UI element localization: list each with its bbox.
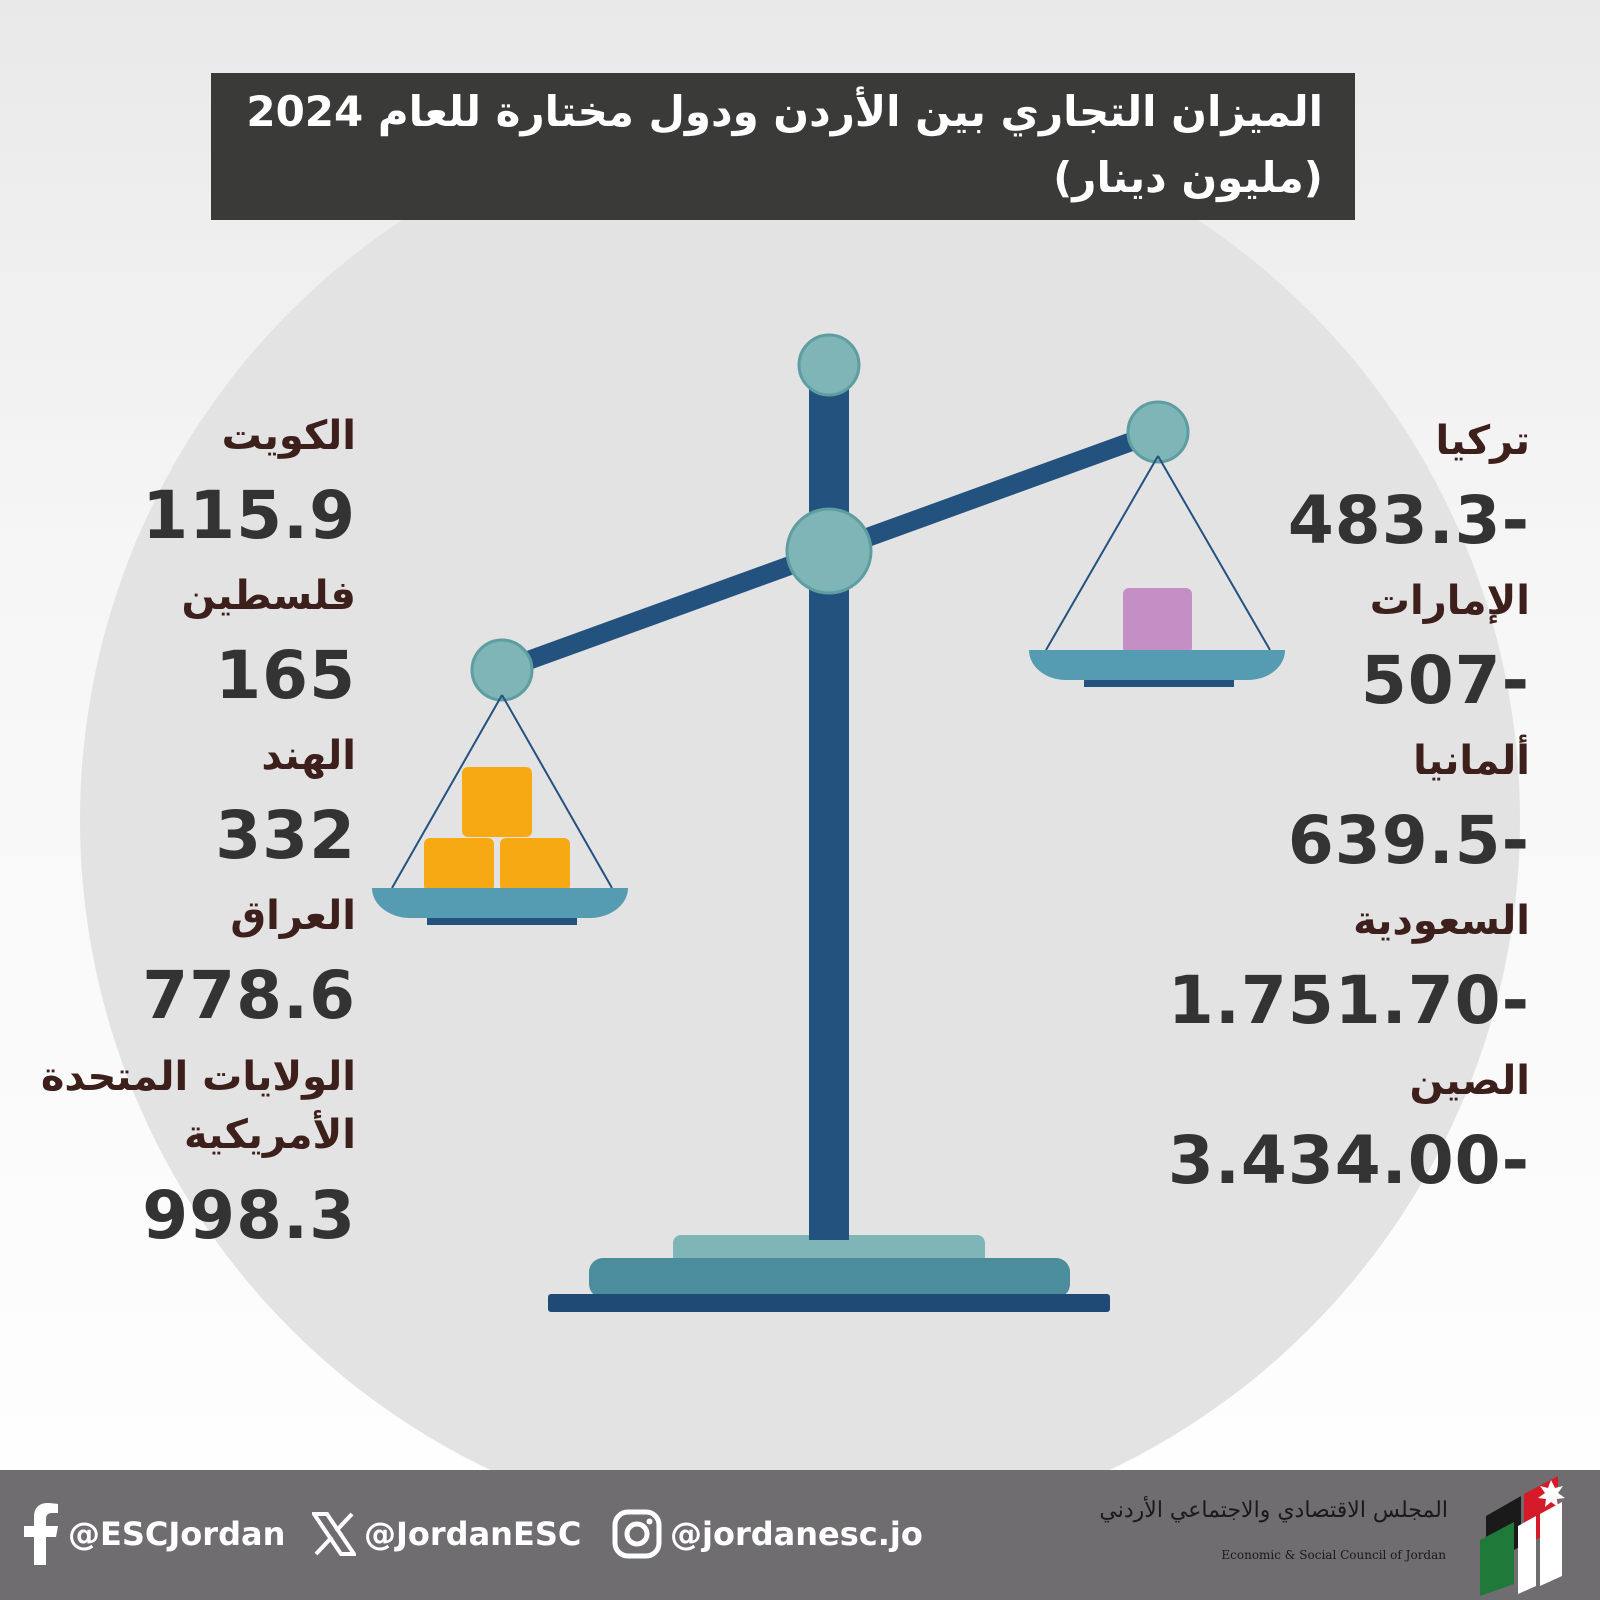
left-pan-base [427,918,577,925]
facebook-icon [24,1503,58,1565]
surplus-countries-column: الكويت 115.9 فلسطين 165 الهند 332 العراق… [0,408,356,1268]
logo-arabic-text: المجلس الاقتصادي والاجتماعي الأردني [1099,1498,1448,1523]
value-saudi: 1.751.70- [1167,962,1530,1039]
instagram-link[interactable]: @jordanesc.jo [612,1502,923,1566]
logo-english-text: Economic & Social Council of Jordan [1221,1548,1446,1562]
country-germany: ألمانيا [1413,738,1530,784]
chart-subtitle: (مليون دينار) [1053,153,1323,202]
left-pan-string [391,694,503,889]
scale-right-knob [1126,400,1190,464]
country-uae: الإمارات [1369,578,1530,624]
scale-base-bottom [548,1294,1110,1312]
value-iraq: 778.6 [142,957,356,1034]
left-pan [372,888,628,918]
country-palestine: فلسطين [181,573,356,619]
value-usa: 998.3 [142,1177,356,1254]
x-handle: @JordanESC [364,1515,582,1553]
title-banner: الميزان التجاري بين الأردن ودول مختارة ل… [211,73,1355,220]
gold-block [424,838,494,892]
scale-pole [809,370,849,1240]
country-china: الصين [1409,1058,1530,1104]
scale-left-knob [470,638,534,702]
right-pan [1029,650,1285,680]
scale-top-knob [797,333,861,397]
instagram-handle: @jordanesc.jo [670,1515,923,1553]
right-pan-base [1084,680,1234,687]
footer-bar [0,1470,1600,1600]
value-palestine: 165 [215,637,356,714]
esc-logo: المجلس الاقتصادي والاجتماعي الأردني Econ… [1099,1476,1576,1596]
gold-block [500,838,570,892]
right-pan-string [1045,455,1159,651]
country-india: الهند [261,733,356,779]
x-icon [312,1512,356,1556]
gold-block [462,767,532,837]
value-china: 3.434.00- [1167,1122,1530,1199]
value-turkey: 483.3- [1287,482,1530,559]
instagram-icon [612,1509,662,1559]
chart-title: الميزان التجاري بين الأردن ودول مختارة ل… [246,87,1323,136]
country-usa: الولايات المتحدة الأمريكية [40,1054,356,1158]
value-kuwait: 115.9 [142,477,356,554]
country-saudi: السعودية [1353,898,1530,944]
country-turkey: تركيا [1435,418,1530,464]
facebook-handle: @ESCJordan [68,1515,286,1553]
deficit-countries-column: تركيا 483.3- الإمارات 507- ألمانيا 639.5… [1100,410,1530,1210]
value-germany: 639.5- [1287,802,1530,879]
scale-pivot [785,507,873,595]
left-pan-string [501,694,613,889]
purple-block [1123,588,1192,654]
value-uae: 507- [1360,642,1530,719]
jordan-flag-mark-icon [1480,1476,1565,1596]
x-link[interactable]: @JordanESC [312,1502,581,1566]
right-pan-string [1157,455,1271,651]
value-india: 332 [215,797,356,874]
scale-base-top [673,1235,985,1265]
facebook-link[interactable]: @ESCJordan [22,1502,285,1566]
country-iraq: العراق [230,893,356,939]
scale-base-middle [589,1258,1070,1298]
country-kuwait: الكويت [221,413,356,459]
